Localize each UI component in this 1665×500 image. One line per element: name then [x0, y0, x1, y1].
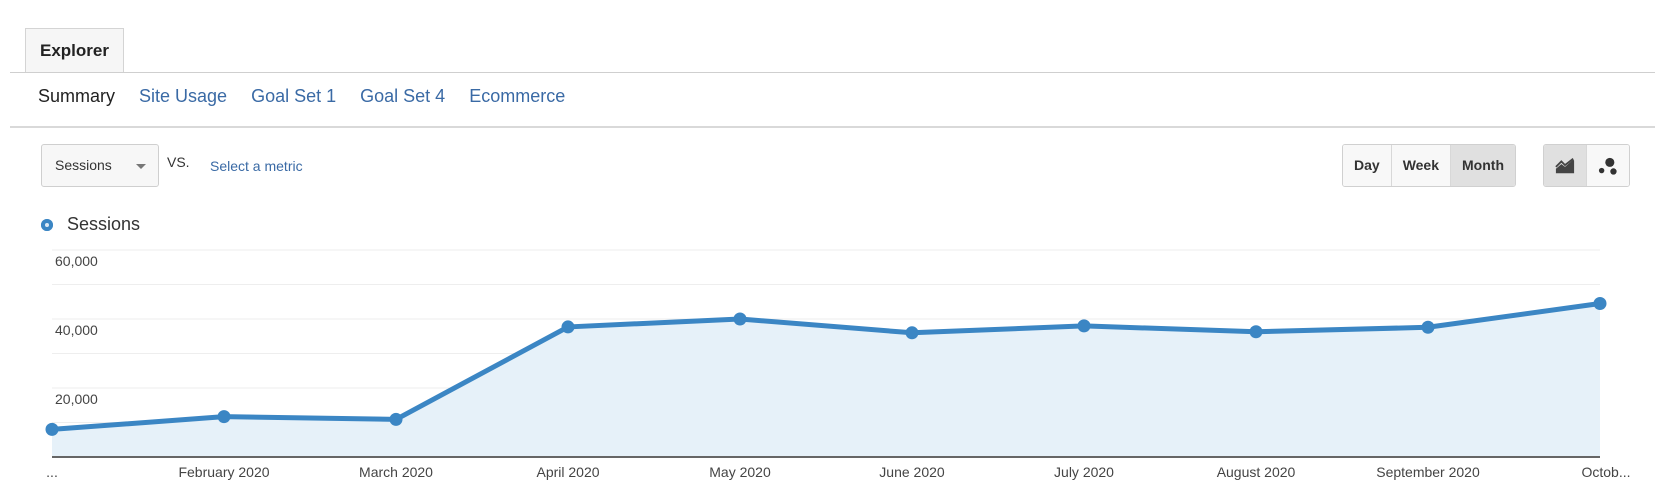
month-button[interactable]: Month — [1450, 145, 1515, 186]
x-tick-label: April 2020 — [536, 464, 600, 480]
subnav-ecommerce[interactable]: Ecommerce — [469, 86, 566, 106]
y-tick-40000: 40,000 — [55, 322, 98, 338]
motion-chart-icon — [1598, 157, 1617, 175]
legend-dot-icon — [41, 218, 53, 231]
line-chart-button[interactable] — [1544, 145, 1586, 186]
data-point[interactable] — [905, 326, 919, 340]
data-point[interactable] — [1593, 296, 1607, 310]
subnav-divider — [10, 126, 1655, 128]
data-point[interactable] — [733, 312, 747, 326]
data-point[interactable] — [1077, 319, 1091, 333]
x-tick-label: Octob... — [1581, 464, 1631, 480]
metric-dropdown[interactable]: Sessions — [41, 144, 159, 187]
x-tick-label: September 2020 — [1376, 464, 1480, 480]
day-button[interactable]: Day — [1343, 145, 1391, 186]
subnav-summary[interactable]: Summary — [38, 86, 116, 106]
x-tick-label: ... — [46, 464, 58, 480]
x-tick-label: June 2020 — [879, 464, 945, 480]
sessions-line — [51, 300, 1601, 432]
data-point[interactable] — [1249, 325, 1263, 339]
subnav-goal-set-1[interactable]: Goal Set 1 — [251, 86, 337, 106]
x-tick-label: August 2020 — [1216, 464, 1296, 480]
data-point[interactable] — [1421, 320, 1435, 334]
line-chart-icon — [1555, 157, 1575, 173]
y-tick-60000: 60,000 — [55, 253, 98, 269]
x-tick-label: July 2020 — [1054, 464, 1114, 480]
x-tick-label: February 2020 — [178, 464, 270, 480]
chart-legend: Sessions — [41, 214, 140, 235]
x-tick-label: March 2020 — [359, 464, 433, 480]
data-point[interactable] — [45, 422, 59, 436]
data-point[interactable] — [217, 410, 231, 424]
area-fill — [52, 303, 1600, 457]
period-toggle: Day Week Month — [1342, 144, 1516, 187]
tab-divider — [10, 72, 1655, 73]
legend-label: Sessions — [67, 214, 141, 234]
subnav-goal-set-4[interactable]: Goal Set 4 — [360, 86, 446, 106]
vs-label: VS. — [167, 154, 190, 170]
x-tick-label: May 2020 — [709, 464, 771, 480]
metric-dropdown-value: Sessions — [55, 157, 112, 173]
motion-chart-button[interactable] — [1586, 145, 1629, 186]
report-subnav: Summary Site Usage Goal Set 1 Goal Set 4… — [38, 86, 565, 107]
select-metric-link[interactable]: Select a metric — [210, 158, 303, 174]
data-point[interactable] — [561, 320, 575, 334]
chart-mode-toggle — [1543, 144, 1630, 187]
data-point[interactable] — [389, 412, 403, 426]
y-tick-20000: 20,000 — [55, 391, 98, 407]
tab-explorer[interactable]: Explorer — [25, 28, 124, 72]
chevron-down-icon — [136, 164, 146, 169]
week-button[interactable]: Week — [1390, 145, 1451, 186]
subnav-site-usage[interactable]: Site Usage — [139, 86, 228, 106]
